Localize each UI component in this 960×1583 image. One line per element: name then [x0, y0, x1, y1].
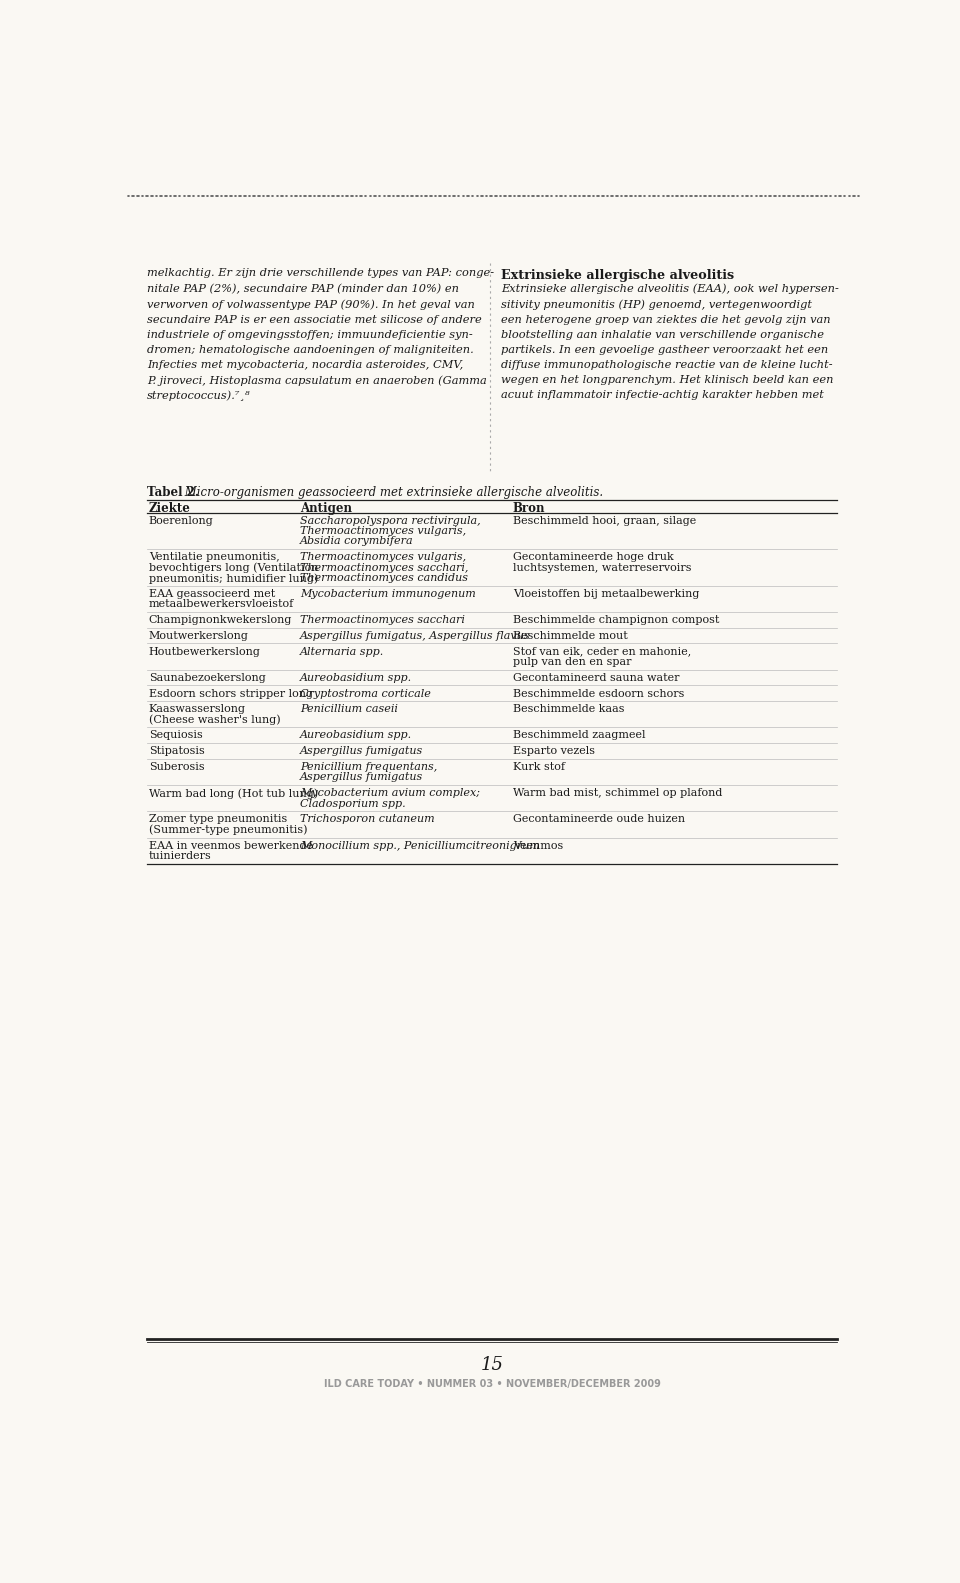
Text: Aureobasidium spp.: Aureobasidium spp. [300, 673, 412, 682]
Text: Gecontamineerde hoge druk: Gecontamineerde hoge druk [513, 552, 674, 562]
Text: Thermoactinomyces vulgaris,: Thermoactinomyces vulgaris, [300, 526, 466, 537]
Text: Kurk stof: Kurk stof [513, 761, 564, 773]
Text: Saccharopolyspora rectivirgula,: Saccharopolyspora rectivirgula, [300, 516, 480, 526]
Text: Aspergillus fumigatus, Aspergillus flavus: Aspergillus fumigatus, Aspergillus flavu… [300, 630, 530, 641]
Text: Micro-organismen geassocieerd met extrinsieke allergische alveolitis.: Micro-organismen geassocieerd met extrin… [181, 486, 603, 499]
Text: Ventilatie pneumonitis,: Ventilatie pneumonitis, [149, 552, 279, 562]
Text: (Cheese washer's lung): (Cheese washer's lung) [149, 714, 280, 725]
Text: Penicillium frequentans,: Penicillium frequentans, [300, 761, 437, 773]
Text: Stof van eik, ceder en mahonie,: Stof van eik, ceder en mahonie, [513, 646, 691, 657]
Text: Gecontamineerd sauna water: Gecontamineerd sauna water [513, 673, 680, 682]
Text: Saunabezoekerslong: Saunabezoekerslong [149, 673, 265, 682]
Text: Cladosporium spp.: Cladosporium spp. [300, 799, 405, 809]
Text: Cryptostroma corticale: Cryptostroma corticale [300, 689, 431, 698]
Text: 15: 15 [481, 1355, 503, 1374]
Text: melkachtig. Er zijn drie verschillende types van PAP: conge-
nitale PAP (2%), se: melkachtig. Er zijn drie verschillende t… [147, 269, 494, 402]
Text: Stipatosis: Stipatosis [149, 746, 204, 757]
Text: Mycobacterium avium complex;: Mycobacterium avium complex; [300, 788, 480, 798]
Text: Warm bad mist, schimmel op plafond: Warm bad mist, schimmel op plafond [513, 788, 722, 798]
Text: Zomer type pneumonitis: Zomer type pneumonitis [149, 814, 287, 825]
Text: ILD CARE TODAY • NUMMER 03 • NOVEMBER/DECEMBER 2009: ILD CARE TODAY • NUMMER 03 • NOVEMBER/DE… [324, 1379, 660, 1388]
Text: Champignonkwekerslong: Champignonkwekerslong [149, 616, 292, 625]
Text: Thermoactinomyces sacchari: Thermoactinomyces sacchari [300, 616, 465, 625]
Text: bevochtigers long (Ventilation: bevochtigers long (Ventilation [149, 562, 318, 573]
Text: Penicillium caseii: Penicillium caseii [300, 704, 397, 714]
Text: Beschimmeld hooi, graan, silage: Beschimmeld hooi, graan, silage [513, 516, 696, 526]
Text: Aspergillus fumigatus: Aspergillus fumigatus [300, 773, 423, 782]
Text: Sequiosis: Sequiosis [149, 730, 203, 741]
Text: Beschimmelde champignon compost: Beschimmelde champignon compost [513, 616, 719, 625]
Text: Bron: Bron [513, 502, 545, 514]
Text: Beschimmelde kaas: Beschimmelde kaas [513, 704, 624, 714]
Text: metaalbewerkersvloeistof: metaalbewerkersvloeistof [149, 600, 294, 609]
Text: pulp van den en spar: pulp van den en spar [513, 657, 632, 666]
Text: Boerenlong: Boerenlong [149, 516, 213, 526]
Text: Aspergillus fumigatus: Aspergillus fumigatus [300, 746, 423, 757]
Text: Tabel 2.: Tabel 2. [147, 486, 199, 499]
Text: Alternaria spp.: Alternaria spp. [300, 646, 384, 657]
Text: Monocillium spp., Penicilliumcitreonigrum: Monocillium spp., Penicilliumcitreonigru… [300, 841, 540, 850]
Text: Veenmos: Veenmos [513, 841, 564, 850]
Text: Beschimmelde mout: Beschimmelde mout [513, 630, 628, 641]
Text: Beschimmelde esdoorn schors: Beschimmelde esdoorn schors [513, 689, 684, 698]
Text: Thermoactinomyces vulgaris,: Thermoactinomyces vulgaris, [300, 552, 466, 562]
Text: Houtbewerkerslong: Houtbewerkerslong [149, 646, 260, 657]
Text: Moutwerkerslong: Moutwerkerslong [149, 630, 249, 641]
Text: Thermoactinomyces candidus: Thermoactinomyces candidus [300, 573, 468, 583]
Text: Mycobacterium immunogenum: Mycobacterium immunogenum [300, 589, 475, 598]
Text: (Summer-type pneumonitis): (Summer-type pneumonitis) [149, 825, 307, 836]
Text: pneumonitis; humidifier lung): pneumonitis; humidifier lung) [149, 573, 318, 584]
Text: Extrinsieke allergische alveolitis (EAA), ook wel hypersen-
sitivity pneumonitis: Extrinsieke allergische alveolitis (EAA)… [501, 283, 839, 400]
Text: Gecontamineerde oude huizen: Gecontamineerde oude huizen [513, 814, 685, 825]
Text: Suberosis: Suberosis [149, 761, 204, 773]
Text: Esdoorn schors stripper long: Esdoorn schors stripper long [149, 689, 313, 698]
Text: Vloeistoffen bij metaalbewerking: Vloeistoffen bij metaalbewerking [513, 589, 699, 598]
Text: Trichosporon cutaneum: Trichosporon cutaneum [300, 814, 435, 825]
Text: Thermoactinomyces sacchari,: Thermoactinomyces sacchari, [300, 562, 468, 573]
Text: EAA in veenmos bewerkende: EAA in veenmos bewerkende [149, 841, 313, 850]
Text: Extrinsieke allergische alveolitis: Extrinsieke allergische alveolitis [501, 269, 734, 282]
Text: Aureobasidium spp.: Aureobasidium spp. [300, 730, 412, 741]
Text: Warm bad long (Hot tub lung): Warm bad long (Hot tub lung) [149, 788, 318, 799]
Text: Beschimmeld zaagmeel: Beschimmeld zaagmeel [513, 730, 645, 741]
Text: tuinierders: tuinierders [149, 852, 211, 861]
Text: Antigen: Antigen [300, 502, 351, 514]
Text: Absidia corymbifera: Absidia corymbifera [300, 537, 414, 546]
Text: Kaaswasserslong: Kaaswasserslong [149, 704, 246, 714]
Text: Esparto vezels: Esparto vezels [513, 746, 595, 757]
Text: luchtsystemen, waterreservoirs: luchtsystemen, waterreservoirs [513, 562, 691, 573]
Text: EAA geassocieerd met: EAA geassocieerd met [149, 589, 275, 598]
Text: Ziekte: Ziekte [149, 502, 190, 514]
